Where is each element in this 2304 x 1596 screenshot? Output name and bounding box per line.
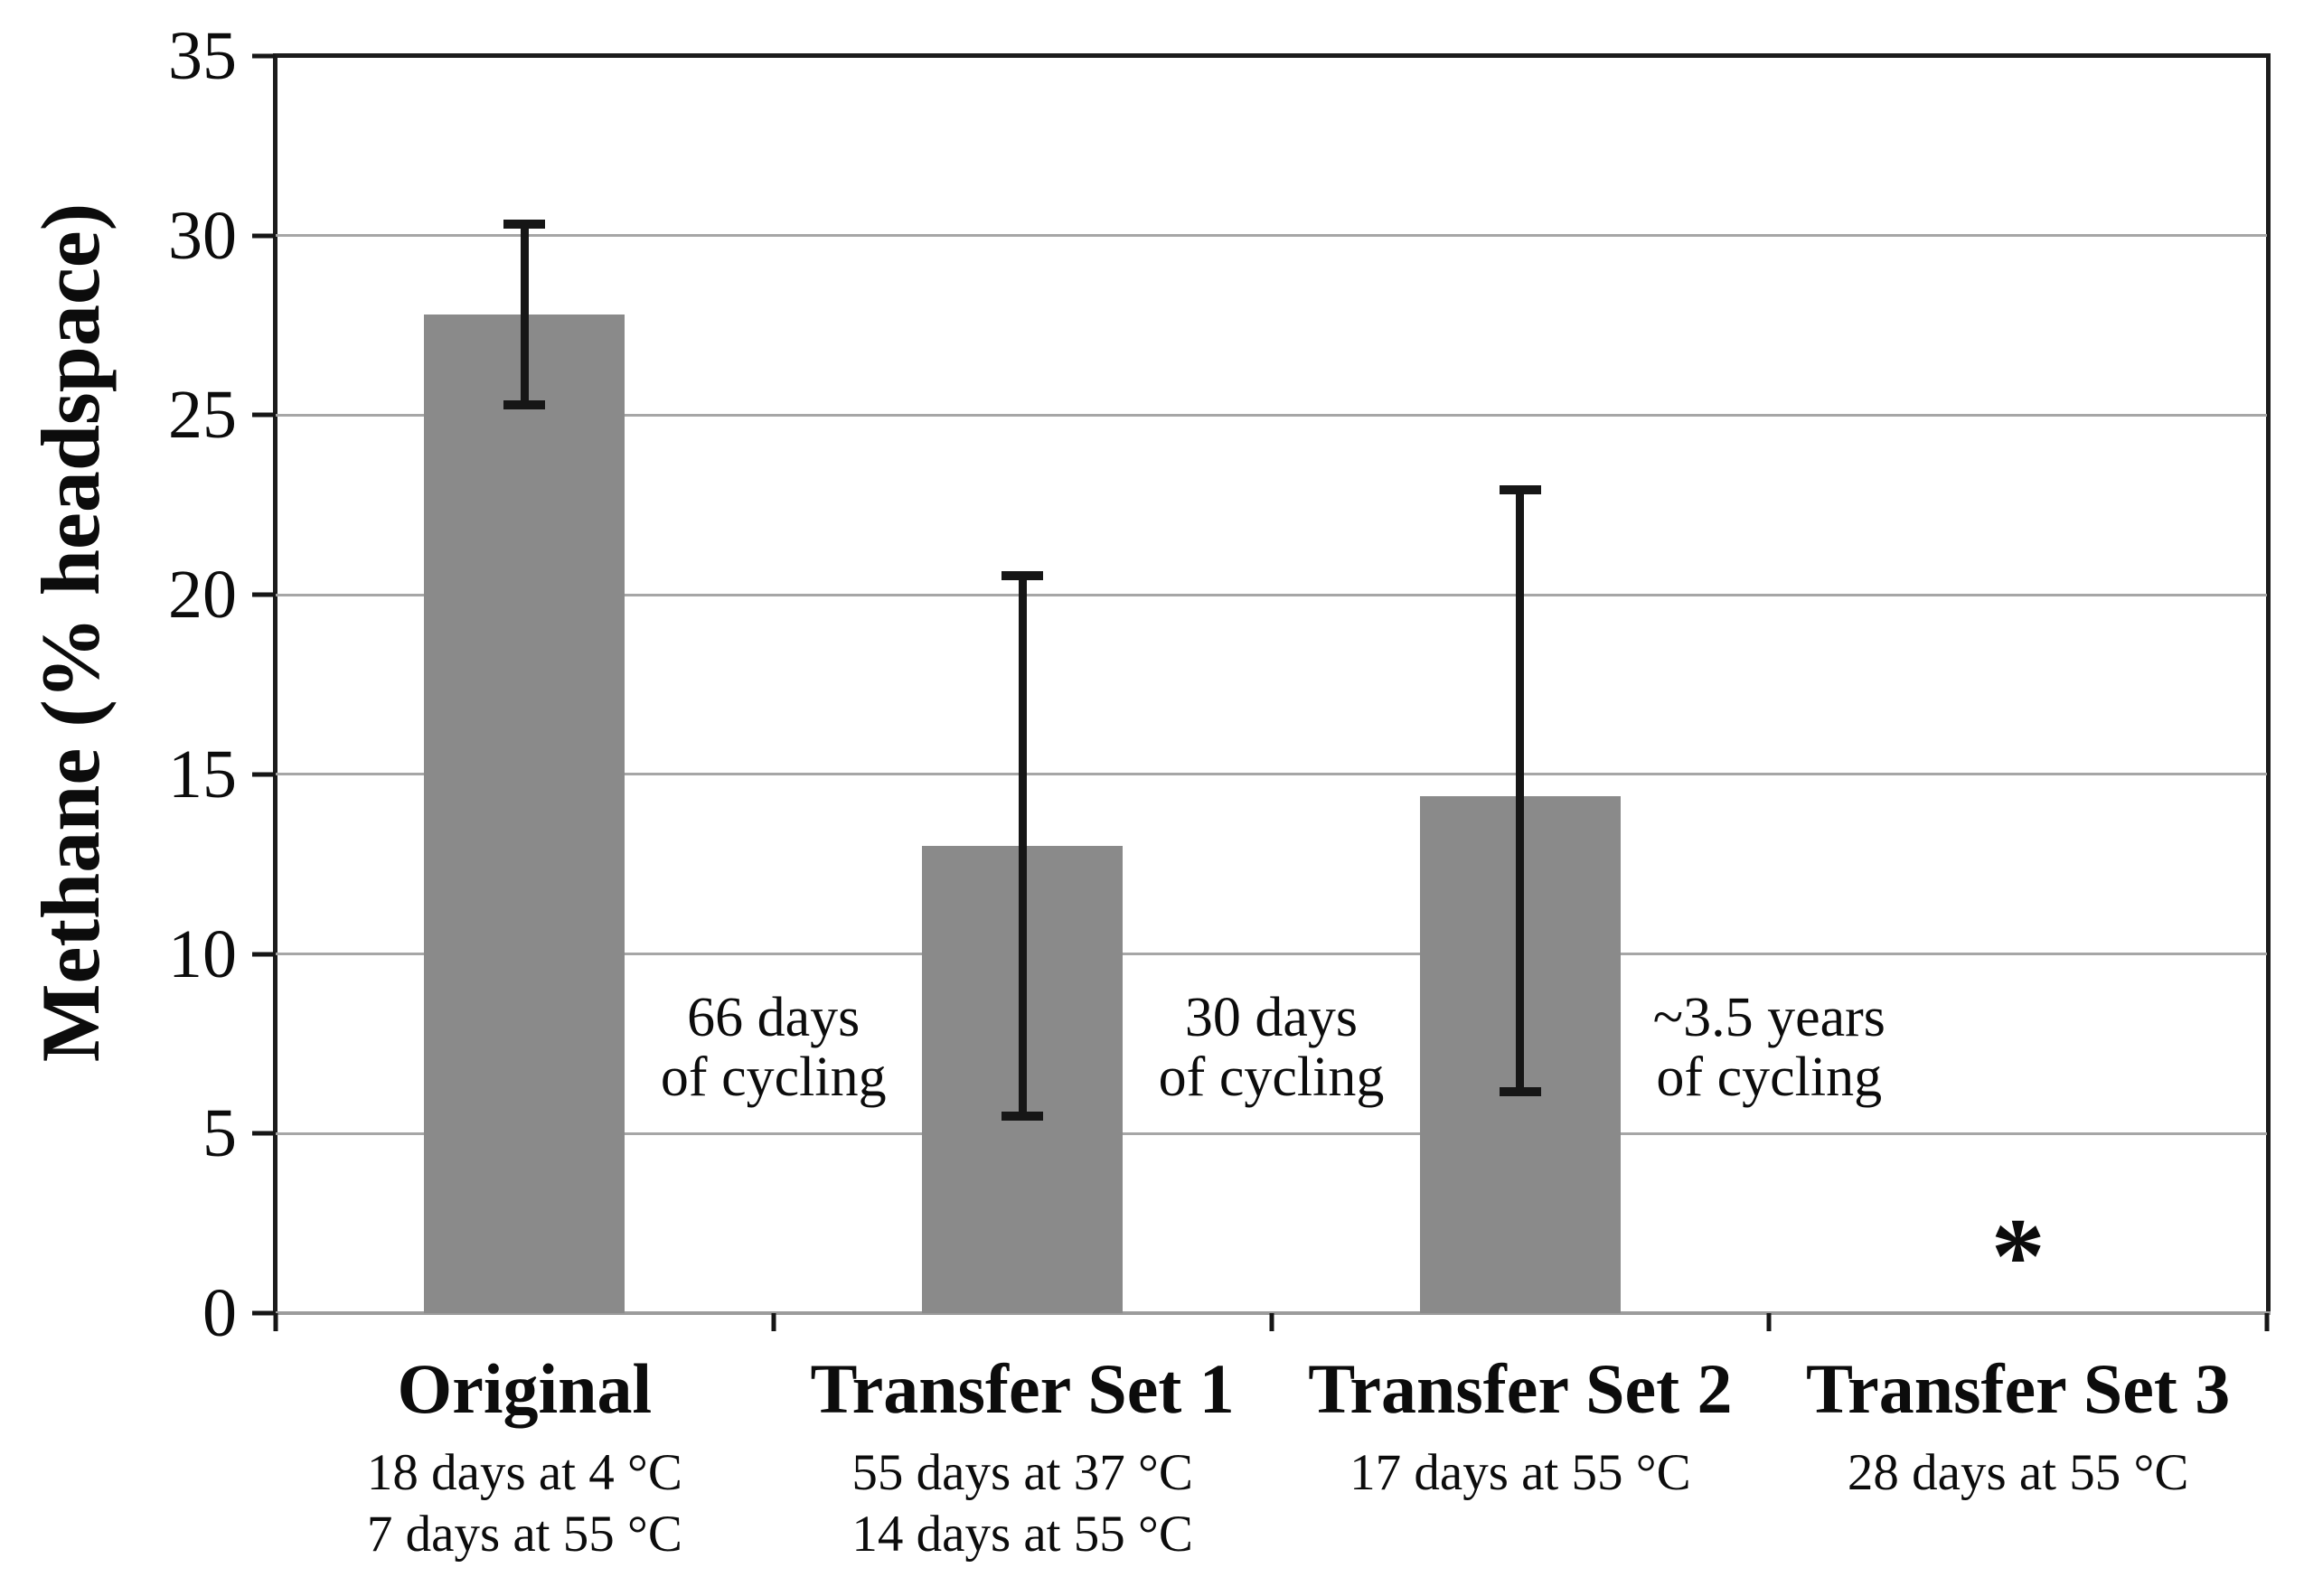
annotation-30-days: 30 days of cycling bbox=[1159, 988, 1385, 1107]
error-bar-cap-bottom-transfer-set-2 bbox=[1499, 1086, 1541, 1096]
plot-area bbox=[273, 53, 2271, 1315]
annotation-line: of cycling bbox=[660, 1046, 887, 1108]
y-tick-20 bbox=[252, 592, 276, 597]
x-tick-2 bbox=[1269, 1313, 1274, 1331]
category-sublabel-line: 17 days at 55 °C bbox=[1349, 1444, 1691, 1501]
y-tick-label-5: 5 bbox=[202, 1095, 237, 1172]
category-sublabel-original: 18 days at 4 °C 7 days at 55 °C bbox=[367, 1442, 682, 1565]
category-label-transfer-set-1: Transfer Set 1 bbox=[810, 1349, 1235, 1428]
category-sublabel-line: 28 days at 55 °C bbox=[1847, 1444, 2189, 1501]
y-tick-label-35: 35 bbox=[168, 18, 237, 94]
y-tick-label-30: 30 bbox=[168, 197, 237, 274]
plot-border-right bbox=[2266, 53, 2271, 1315]
gridline-15 bbox=[276, 773, 2267, 776]
category-label-transfer-set-2: Transfer Set 2 bbox=[1308, 1349, 1733, 1428]
y-tick-label-0: 0 bbox=[202, 1275, 237, 1351]
category-sublabel-transfer-set-3: 28 days at 55 °C bbox=[1848, 1442, 2188, 1504]
category-sublabel-line: 18 days at 4 °C bbox=[366, 1444, 682, 1501]
plot-border-top bbox=[273, 53, 2270, 58]
x-tick-0 bbox=[273, 1313, 278, 1331]
category-label-transfer-set-3: Transfer Set 3 bbox=[1805, 1349, 2231, 1428]
annotation-line: ~3.5 years bbox=[1652, 986, 1886, 1048]
category-sublabel-transfer-set-2: 17 days at 55 °C bbox=[1349, 1442, 1690, 1504]
gridline-5 bbox=[276, 1131, 2267, 1135]
y-tick-30 bbox=[252, 233, 276, 239]
gridline-20 bbox=[276, 593, 2267, 596]
y-tick-label-10: 10 bbox=[168, 915, 237, 992]
annotation-66-days: 66 days of cycling bbox=[661, 988, 887, 1107]
y-tick-25 bbox=[252, 412, 276, 418]
error-bar-line-transfer-set-2 bbox=[1516, 486, 1525, 1094]
error-bar-cap-top-transfer-set-1 bbox=[1002, 571, 1044, 581]
y-tick-label-25: 25 bbox=[168, 377, 237, 454]
y-tick-5 bbox=[252, 1131, 276, 1136]
category-sublabel-line: 55 days at 37 °C bbox=[851, 1444, 1193, 1501]
error-bar-cap-bottom-original bbox=[503, 400, 546, 410]
annotation-line: of cycling bbox=[1158, 1046, 1385, 1108]
y-axis-line bbox=[273, 53, 277, 1315]
bar-original bbox=[424, 315, 625, 1313]
x-tick-1 bbox=[771, 1313, 776, 1331]
y-tick-label-20: 20 bbox=[168, 557, 237, 634]
annotation-line: of cycling bbox=[1656, 1046, 1883, 1108]
category-label-original: Original bbox=[397, 1349, 653, 1428]
category-sublabel-transfer-set-1: 55 days at 37 °C 14 days at 55 °C bbox=[851, 1442, 1192, 1565]
error-bar-cap-bottom-transfer-set-1 bbox=[1002, 1112, 1044, 1122]
gridline-10 bbox=[276, 953, 2267, 956]
annotation-line: 30 days bbox=[1184, 986, 1359, 1048]
y-tick-10 bbox=[252, 952, 276, 957]
y-tick-35 bbox=[252, 53, 276, 59]
x-tick-3 bbox=[1766, 1313, 1772, 1331]
category-sublabel-line: 14 days at 55 °C bbox=[851, 1506, 1193, 1563]
error-bar-cap-top-transfer-set-2 bbox=[1499, 484, 1541, 494]
y-tick-label-15: 15 bbox=[168, 736, 237, 812]
gridline-25 bbox=[276, 413, 2267, 417]
x-tick-4 bbox=[2264, 1313, 2270, 1331]
error-bar-line-transfer-set-1 bbox=[1018, 573, 1027, 1120]
y-tick-0 bbox=[252, 1310, 276, 1316]
asterisk-marker-transfer-set-3: * bbox=[1990, 1195, 2045, 1316]
error-bar-line-original bbox=[520, 221, 529, 408]
annotation-3-5-years: ~3.5 years of cycling bbox=[1653, 988, 1886, 1107]
category-sublabel-line: 7 days at 55 °C bbox=[366, 1506, 682, 1563]
gridline-30 bbox=[276, 234, 2267, 238]
error-bar-cap-top-original bbox=[503, 219, 546, 229]
y-tick-15 bbox=[252, 772, 276, 777]
annotation-line: 66 days bbox=[687, 986, 860, 1048]
